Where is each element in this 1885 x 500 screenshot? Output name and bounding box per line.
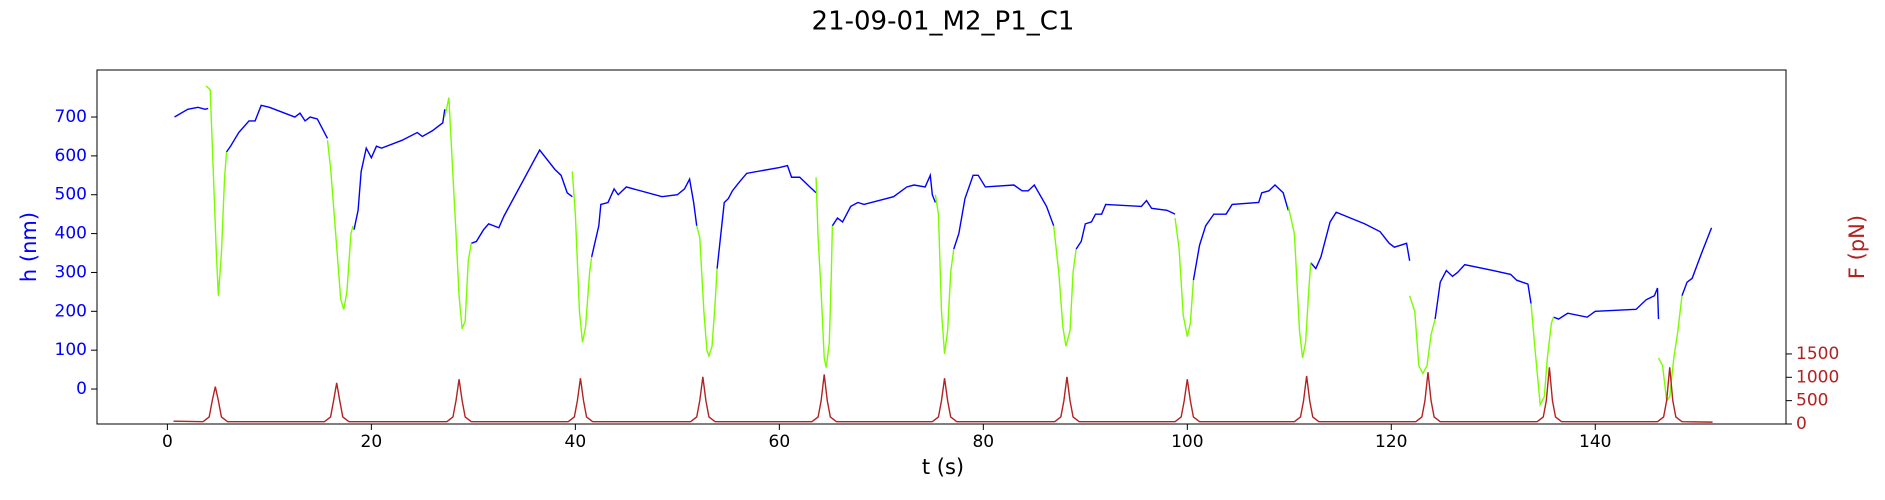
x-tick-label: 0 (162, 432, 173, 452)
x-tick-label: 120 (1375, 432, 1407, 452)
chart-title: 21-09-01_M2_P1_C1 (812, 7, 1075, 37)
plot-frame (96, 69, 1787, 425)
data-line (173, 367, 1713, 423)
y2-tick-label: 1500 (1796, 344, 1839, 364)
x-tick-label: 140 (1579, 432, 1611, 452)
x-tick-label: 60 (769, 432, 791, 452)
y-tick-label: 100 (55, 340, 87, 360)
y2-tick-label: 500 (1796, 391, 1828, 411)
data-line (205, 85, 1683, 407)
x-tick-label: 100 (1171, 432, 1203, 452)
y2-axis-label: F (pN) (1845, 215, 1869, 279)
x-axis-label: t (s) (922, 455, 964, 479)
x-tick-label: 20 (361, 432, 383, 452)
x-tick-label: 40 (565, 432, 587, 452)
data-line (174, 104, 1713, 320)
y-tick-label: 0 (76, 379, 87, 399)
y2-tick-label: 1000 (1796, 367, 1839, 387)
y-tick-label: 400 (55, 224, 87, 244)
y2-tick-label: 0 (1796, 414, 1807, 434)
x-tick-label: 80 (972, 432, 994, 452)
y-tick-label: 300 (55, 262, 87, 282)
y-tick-label: 200 (55, 301, 87, 321)
y-tick-label: 600 (55, 146, 87, 166)
y-axis-label: h (nm) (17, 212, 41, 282)
y-tick-label: 500 (55, 185, 87, 205)
y-tick-label: 700 (55, 107, 87, 127)
